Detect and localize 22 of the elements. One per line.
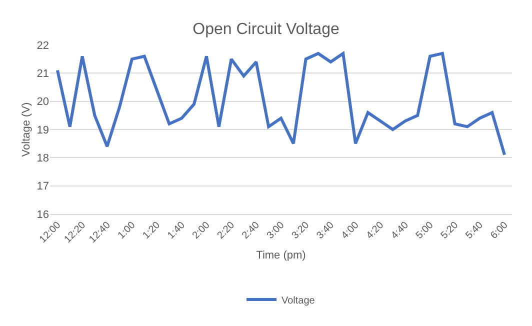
x-tick-label: 3:20 <box>290 220 312 242</box>
y-tick-label: 19 <box>36 124 49 136</box>
y-tick-label: 18 <box>36 152 49 165</box>
x-tick-label: 4:40 <box>389 220 412 242</box>
x-tick-label: 5:00 <box>414 220 436 242</box>
x-tick-label: 3:40 <box>314 220 337 242</box>
y-tick-label: 16 <box>36 208 49 221</box>
x-tick-label: 5:20 <box>438 220 461 242</box>
x-tick-label: 4:00 <box>340 220 362 242</box>
y-tick-label: 20 <box>36 96 49 108</box>
y-tick-label: 21 <box>36 68 49 80</box>
x-tick-label: 3:00 <box>265 220 287 242</box>
chart-title: Open Circuit Voltage <box>192 21 340 38</box>
x-tick-label: 4:20 <box>364 220 386 242</box>
y-axis-title: Voltage (V) <box>20 102 32 157</box>
x-tick-label: 6:00 <box>488 220 511 242</box>
legend-label: Voltage <box>282 295 316 306</box>
y-tick-label: 17 <box>36 180 49 193</box>
y-tick-label: 22 <box>36 40 49 52</box>
x-axis-title: Time (pm) <box>256 250 306 262</box>
x-tick-label: 5:40 <box>464 220 486 242</box>
line-series <box>56 52 506 156</box>
